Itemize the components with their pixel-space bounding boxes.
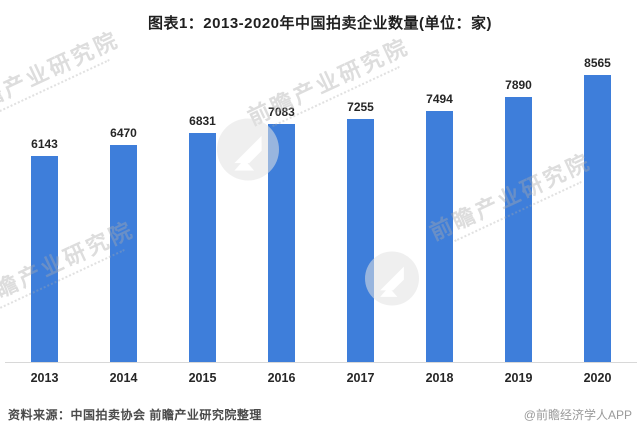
x-axis-label: 2016	[267, 371, 296, 385]
bar-group: 6470	[84, 126, 163, 362]
x-axis-label: 2014	[109, 371, 138, 385]
bar-value-label: 7890	[505, 78, 532, 92]
bar	[31, 156, 58, 362]
x-axis-label: 2020	[583, 371, 612, 385]
bar	[268, 124, 295, 362]
bars-row: 6143 6470 6831 7083 7255 7494 7890 8565	[5, 56, 637, 363]
bar	[347, 119, 374, 362]
bar-group: 6143	[5, 137, 84, 362]
bar	[584, 75, 611, 362]
x-axis-label: 2015	[188, 371, 217, 385]
chart-title: 图表1：2013-2020年中国拍卖企业数量(单位：家)	[147, 15, 493, 32]
x-axis-label: 2019	[504, 371, 533, 385]
bar	[189, 133, 216, 362]
source-note: 资料来源：中国拍卖协会 前瞻产业研究院整理	[8, 408, 262, 422]
bar	[426, 111, 453, 362]
x-axis-label: 2013	[30, 371, 59, 385]
bar-value-label: 6831	[189, 114, 216, 128]
bar-value-label: 7255	[347, 100, 374, 114]
bar-group: 7083	[242, 105, 321, 362]
bar-value-label: 7494	[426, 92, 453, 106]
bar-group: 7255	[321, 100, 400, 362]
bar-value-label: 6143	[31, 137, 58, 151]
bar-group: 6831	[163, 114, 242, 362]
x-axis-label: 2017	[346, 371, 375, 385]
x-axis: 2013 2014 2015 2016 2017 2018 2019 2020	[5, 363, 637, 385]
bar-group: 7494	[400, 92, 479, 362]
bar-value-label: 8565	[584, 56, 611, 70]
bar	[110, 145, 137, 362]
plot-area: 6143 6470 6831 7083 7255 7494 7890 8565 2013 201…	[5, 56, 637, 385]
footer: 资料来源：中国拍卖协会 前瞻产业研究院整理 @前瞻经济学人APP	[8, 406, 632, 423]
bar-value-label: 6470	[110, 126, 137, 140]
x-axis-label: 2018	[425, 371, 454, 385]
credit-note: @前瞻经济学人APP	[523, 408, 632, 422]
bar-group: 8565	[558, 56, 637, 362]
bar	[505, 97, 532, 362]
bar-group: 7890	[479, 78, 558, 362]
bar-value-label: 7083	[268, 105, 295, 119]
